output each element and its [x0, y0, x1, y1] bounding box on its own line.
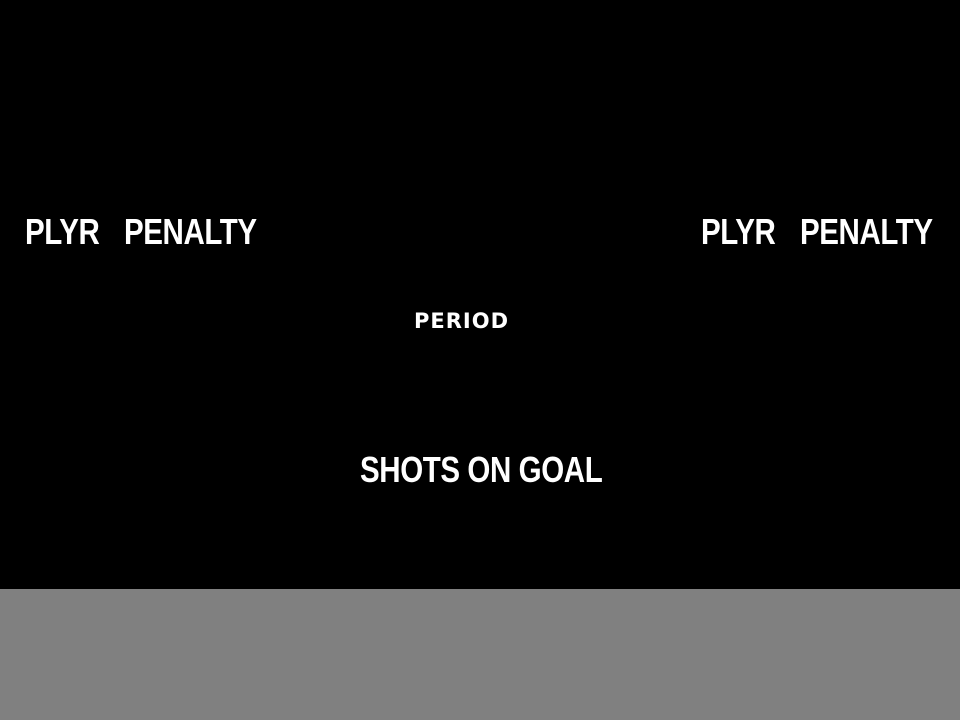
period-label: PERIOD: [414, 309, 510, 333]
scoreboard-panel: PLYR PENALTY PLYR PENALTY PERIOD SHOTS O…: [0, 0, 960, 589]
lower-panel: [0, 589, 960, 720]
home-player-header: PLYR: [25, 211, 100, 252]
guest-player-header: PLYR: [701, 211, 776, 252]
home-penalty-header: PENALTY: [124, 211, 257, 252]
guest-penalty-header: PENALTY: [800, 211, 933, 252]
shots-on-goal-label: SHOTS ON GOAL: [360, 449, 603, 490]
